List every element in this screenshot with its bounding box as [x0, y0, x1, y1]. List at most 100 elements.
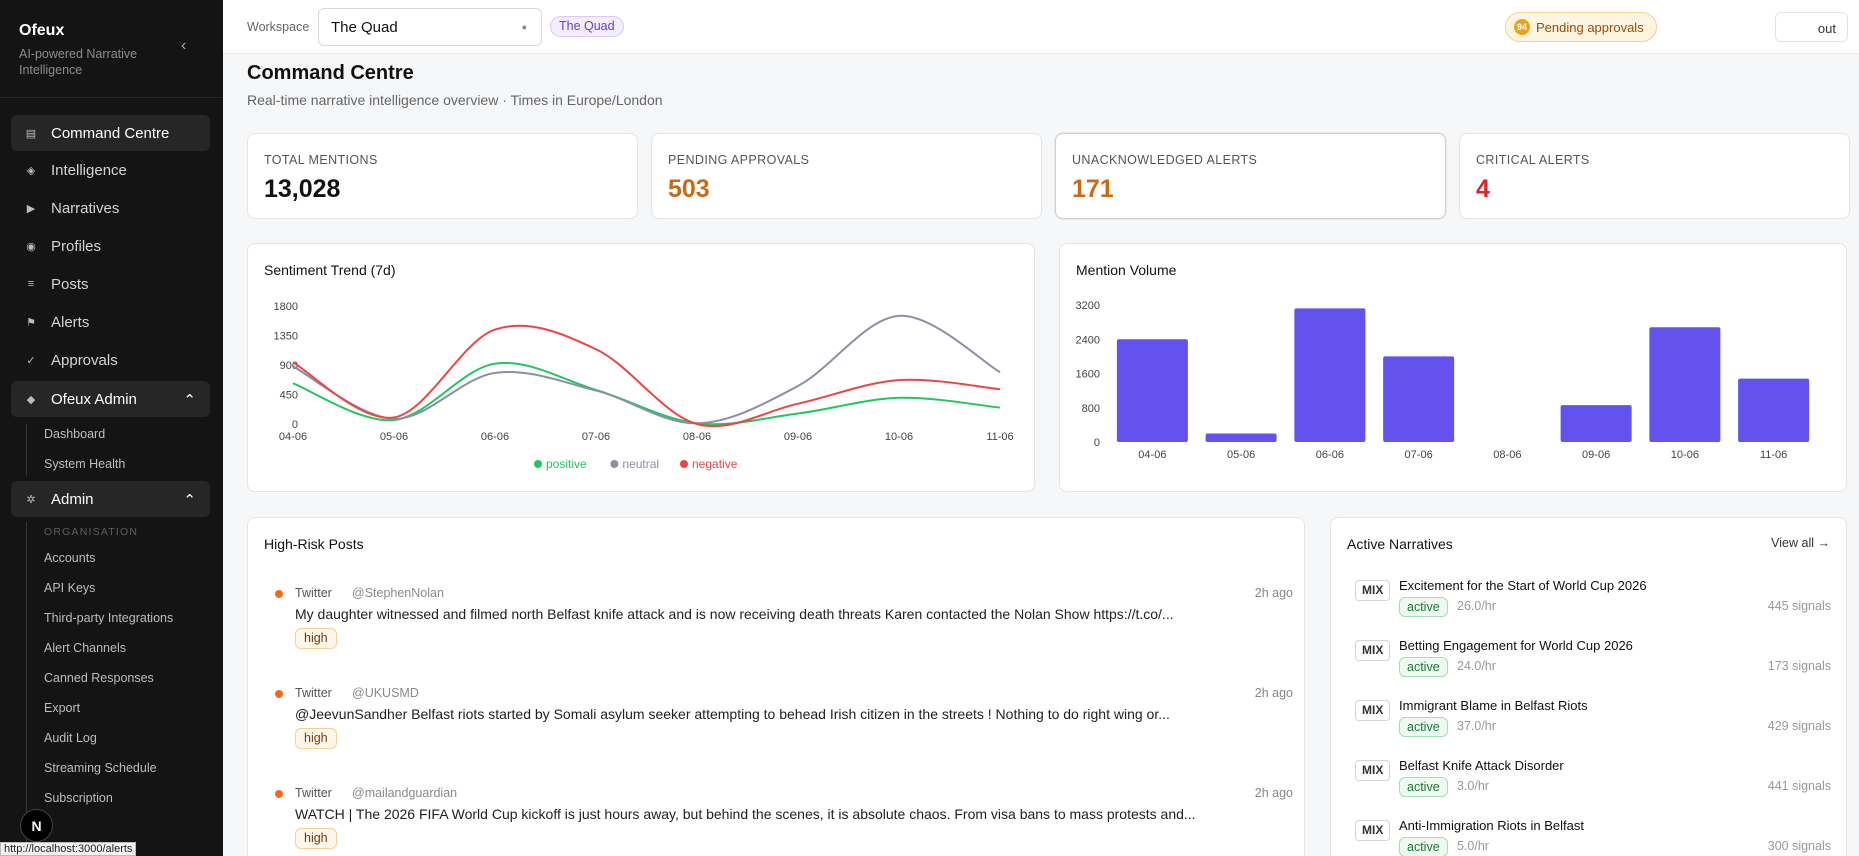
- narrative-item[interactable]: MIX Excitement for the Start of World Cu…: [1347, 573, 1831, 625]
- brand-tagline: AI-powered Narrative Intelligence: [19, 47, 138, 77]
- sidebar-item-system-health[interactable]: System Health: [44, 457, 126, 471]
- sidebar-item-intelligence[interactable]: ◈ Intelligence: [11, 152, 210, 188]
- chevron-down-icon: ●: [521, 22, 527, 32]
- workspace-chip: The Quad: [550, 16, 624, 37]
- post-item[interactable]: Twitter @StephenNolan 2h ago My daughter…: [265, 580, 1305, 670]
- legend-swatch-positive: [534, 460, 542, 468]
- x-tick-label: 07-06: [582, 431, 610, 443]
- narrative-name: Anti-Immigration Riots in Belfast: [1399, 818, 1584, 833]
- sentiment-line-chart: 0 450 900 1350 1800 04-06 05-06 06-06 07-06 08-06…: [274, 301, 1014, 471]
- narrative-name: Immigrant Blame in Belfast Riots: [1399, 698, 1588, 713]
- y-tick-label: 1350: [274, 331, 298, 343]
- sidebar-item-posts[interactable]: ≡ Posts: [11, 266, 210, 302]
- post-time: 2h ago: [1254, 686, 1293, 700]
- sidebar-item-alert-channels[interactable]: Alert Channels: [44, 641, 126, 655]
- x-tick-label: 04-06: [279, 431, 307, 443]
- sidebar-item-command-centre[interactable]: ▤ Command Centre: [11, 115, 210, 151]
- y-tick-label: 3200: [1076, 300, 1100, 312]
- narrative-signals: 445 signals: [1767, 599, 1831, 613]
- kpi-card-pending-approvals: PENDING APPROVALS 503: [651, 133, 1042, 219]
- kpi-label: PENDING APPROVALS: [668, 153, 810, 167]
- sidebar-item-streaming-schedule[interactable]: Streaming Schedule: [44, 761, 157, 775]
- sidebar-item-label: Command Centre: [51, 124, 170, 142]
- bar-11-06: [1738, 378, 1810, 442]
- kpi-card-critical-alerts: CRITICAL ALERTS 4: [1459, 133, 1850, 219]
- sidebar-item-label: Alerts: [51, 313, 90, 331]
- legend-swatch-negative: [680, 460, 688, 468]
- kpi-value: 171: [1072, 175, 1114, 203]
- narrative-item[interactable]: MIX Betting Engagement for World Cup 202…: [1347, 633, 1831, 685]
- x-tick-label: 11-06: [986, 431, 1013, 443]
- bar-09-06: [1560, 405, 1632, 442]
- active-narratives-card: Active Narratives View all → MIX Excitem…: [1330, 517, 1847, 856]
- post-text: WATCH | The 2026 FIFA World Cup kickoff …: [295, 806, 1196, 822]
- chevron-up-icon: ⌃: [183, 392, 196, 409]
- sidebar-item-canned-responses[interactable]: Canned Responses: [44, 671, 154, 685]
- sidebar-group-admin[interactable]: ✲ Admin ⌃: [11, 481, 210, 517]
- risk-badge: high: [295, 828, 337, 849]
- sidebar-item-approvals[interactable]: ✓ Approvals: [11, 342, 210, 378]
- bar-07-06: [1383, 356, 1455, 442]
- narrative-name: Excitement for the Start of World Cup 20…: [1399, 578, 1647, 593]
- sidebar-item-alerts[interactable]: ⚑ Alerts: [11, 304, 210, 340]
- kpi-value: 13,028: [264, 175, 341, 203]
- sidebar-item-audit-log[interactable]: Audit Log: [44, 731, 97, 745]
- kpi-label: CRITICAL ALERTS: [1476, 153, 1590, 167]
- y-tick-label: 1600: [1076, 369, 1100, 381]
- x-tick-label: 06-06: [481, 431, 509, 443]
- x-tick-label: 09-06: [1582, 449, 1610, 461]
- legend-label-positive: positive: [546, 457, 587, 471]
- risk-badge: high: [295, 728, 337, 749]
- sidebar-item-dashboard[interactable]: Dashboard: [44, 427, 106, 441]
- sidebar-item-accounts[interactable]: Accounts: [44, 551, 96, 565]
- logout-button[interactable]: out: [1775, 12, 1848, 42]
- mention-volume-bar-chart: 0 800 1600 2400 3200 04-06 05-06 06-06 07-06 08-0…: [1076, 300, 1810, 461]
- brand-name: Ofeux: [19, 22, 65, 39]
- chevron-left-icon[interactable]: ‹: [181, 37, 187, 54]
- sidebar-item-integrations[interactable]: Third-party Integrations: [44, 611, 174, 625]
- sidebar-item-export[interactable]: Export: [44, 701, 81, 715]
- sentiment-trend-card: Sentiment Trend (7d) 0 450 900 1350 1800 04-0…: [247, 243, 1035, 492]
- chevron-up-icon: ⌃: [183, 492, 196, 509]
- y-tick-label: 0: [1094, 437, 1100, 449]
- gear-icon: ✲: [26, 493, 36, 506]
- status-badge: active: [1399, 657, 1448, 677]
- card-title: High-Risk Posts: [264, 536, 364, 552]
- narrative-signals: 300 signals: [1767, 839, 1831, 853]
- diamond-icon: ◆: [26, 393, 36, 406]
- y-tick-label: 900: [280, 360, 298, 372]
- legend-swatch-neutral: [610, 460, 619, 468]
- sidebar-item-label: Intelligence: [51, 161, 127, 179]
- bar-06-06: [1294, 308, 1366, 442]
- pending-approvals-label: Pending approvals: [1536, 19, 1644, 35]
- workspace-select[interactable]: The Quad ●: [318, 8, 542, 46]
- risk-dot: [275, 790, 283, 798]
- dev-badge[interactable]: N: [20, 809, 53, 842]
- sidebar-item-narratives[interactable]: ▶ Narratives: [11, 190, 210, 226]
- x-tick-label: 04-06: [1138, 449, 1166, 461]
- narrative-item[interactable]: MIX Immigrant Blame in Belfast Riots act…: [1347, 693, 1831, 745]
- status-badge: active: [1399, 597, 1448, 617]
- pending-approvals-button[interactable]: 94 Pending approvals: [1505, 12, 1657, 42]
- x-tick-label: 07-06: [1405, 449, 1433, 461]
- subnav-line: [26, 424, 27, 476]
- post-item[interactable]: Twitter @mailandguardian 2h ago WATCH | …: [265, 780, 1305, 856]
- sidebar-group-ofeux-admin[interactable]: ◆ Ofeux Admin ⌃: [11, 381, 210, 417]
- narrative-item[interactable]: MIX Belfast Knife Attack Disorder active…: [1347, 753, 1831, 805]
- narrative-signals: 429 signals: [1767, 719, 1831, 733]
- sidebar-item-label: Narratives: [51, 199, 120, 217]
- post-item[interactable]: Twitter @UKUSMD 2h ago @JeevunSandher Be…: [265, 680, 1305, 770]
- legend-label-negative: negative: [692, 457, 738, 471]
- sidebar-item-subscription[interactable]: Subscription: [44, 791, 113, 805]
- x-tick-label: 10-06: [885, 431, 913, 443]
- narrative-item[interactable]: MIX Anti-Immigration Riots in Belfast ac…: [1347, 813, 1831, 856]
- sidebar-item-profiles[interactable]: ◉ Profiles: [11, 228, 210, 264]
- sidebar-item-api-keys[interactable]: API Keys: [44, 581, 96, 595]
- target-icon: ◈: [26, 164, 36, 177]
- narrative-rate: 24.0/hr: [1457, 659, 1496, 673]
- narrative-signals: 173 signals: [1767, 659, 1831, 673]
- x-tick-label: 05-06: [380, 431, 408, 443]
- x-tick-label: 11-06: [1760, 449, 1787, 461]
- view-all-link[interactable]: View all →: [1771, 536, 1830, 550]
- post-handle: @UKUSMD: [352, 686, 419, 700]
